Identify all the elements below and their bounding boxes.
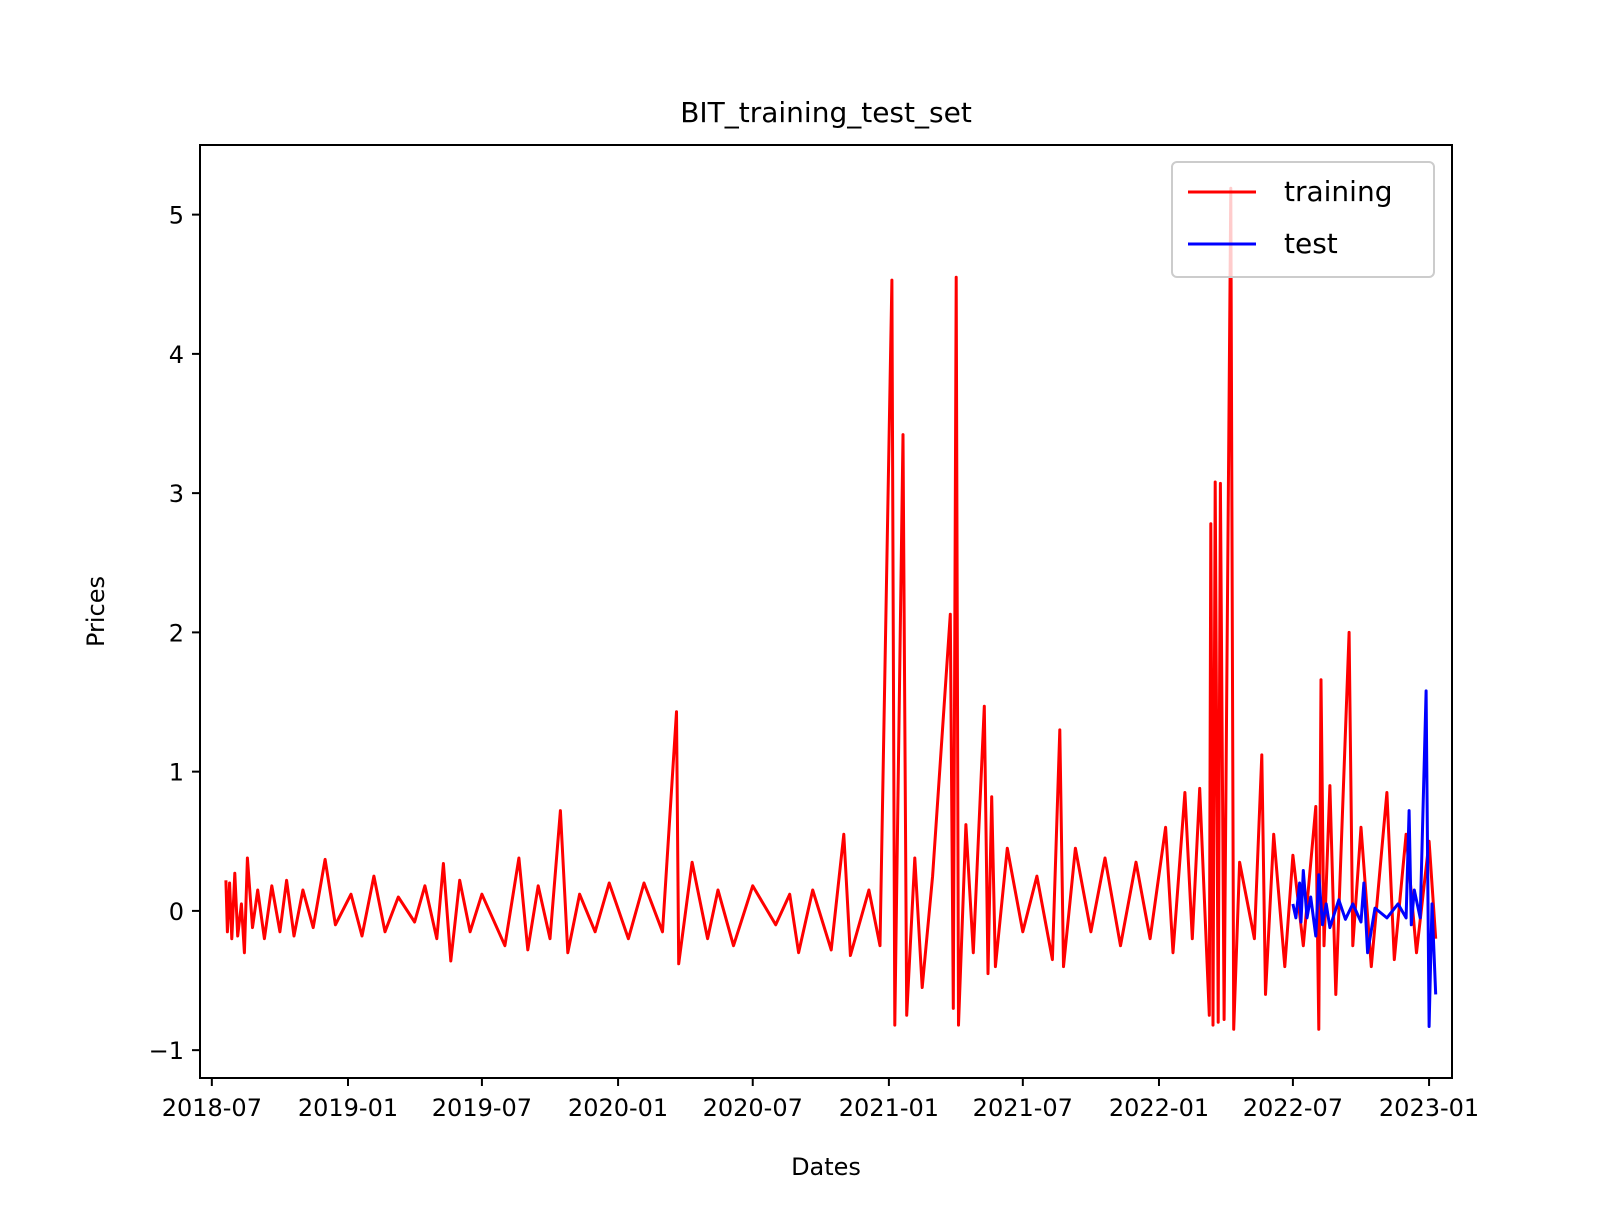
plot-area: −1 0 1 2 3 4 5 2018-07 2019-01 2019-07 2020-01 2020… <box>149 144 1479 1122</box>
x-tick-label: 2022-01 <box>1109 1094 1209 1122</box>
x-tick-label: 2019-01 <box>298 1094 398 1122</box>
x-tick-label: 2021-01 <box>839 1094 939 1122</box>
plot-frame <box>199 144 1453 1079</box>
x-tick-label: 2022-07 <box>1243 1094 1343 1122</box>
legend-label-test: test <box>1284 227 1338 260</box>
y-tick-label: 4 <box>169 341 184 369</box>
x-tick-label: 2020-01 <box>568 1094 668 1122</box>
y-tick-label: 5 <box>169 202 184 230</box>
x-tick-label: 2021-07 <box>973 1094 1073 1122</box>
y-tick-label: −1 <box>149 1037 184 1065</box>
x-tick-label: 2018-07 <box>162 1094 262 1122</box>
y-tick-label: 2 <box>169 619 184 647</box>
y-axis-label: Prices <box>82 576 110 647</box>
x-tick-label: 2019-07 <box>432 1094 532 1122</box>
legend-label-training: training <box>1284 175 1392 208</box>
x-tick-label: 2023-01 <box>1379 1094 1479 1122</box>
series-line-training <box>224 186 1438 1031</box>
x-tick-label: 2020-07 <box>703 1094 803 1122</box>
series-line-test <box>1291 689 1438 1028</box>
y-tick-label: 3 <box>169 480 184 508</box>
y-tick-label: 0 <box>169 898 184 926</box>
y-tick-label: 1 <box>169 759 184 787</box>
x-axis-label: Dates <box>791 1153 861 1181</box>
chart-title: BIT_training_test_set <box>680 96 972 129</box>
